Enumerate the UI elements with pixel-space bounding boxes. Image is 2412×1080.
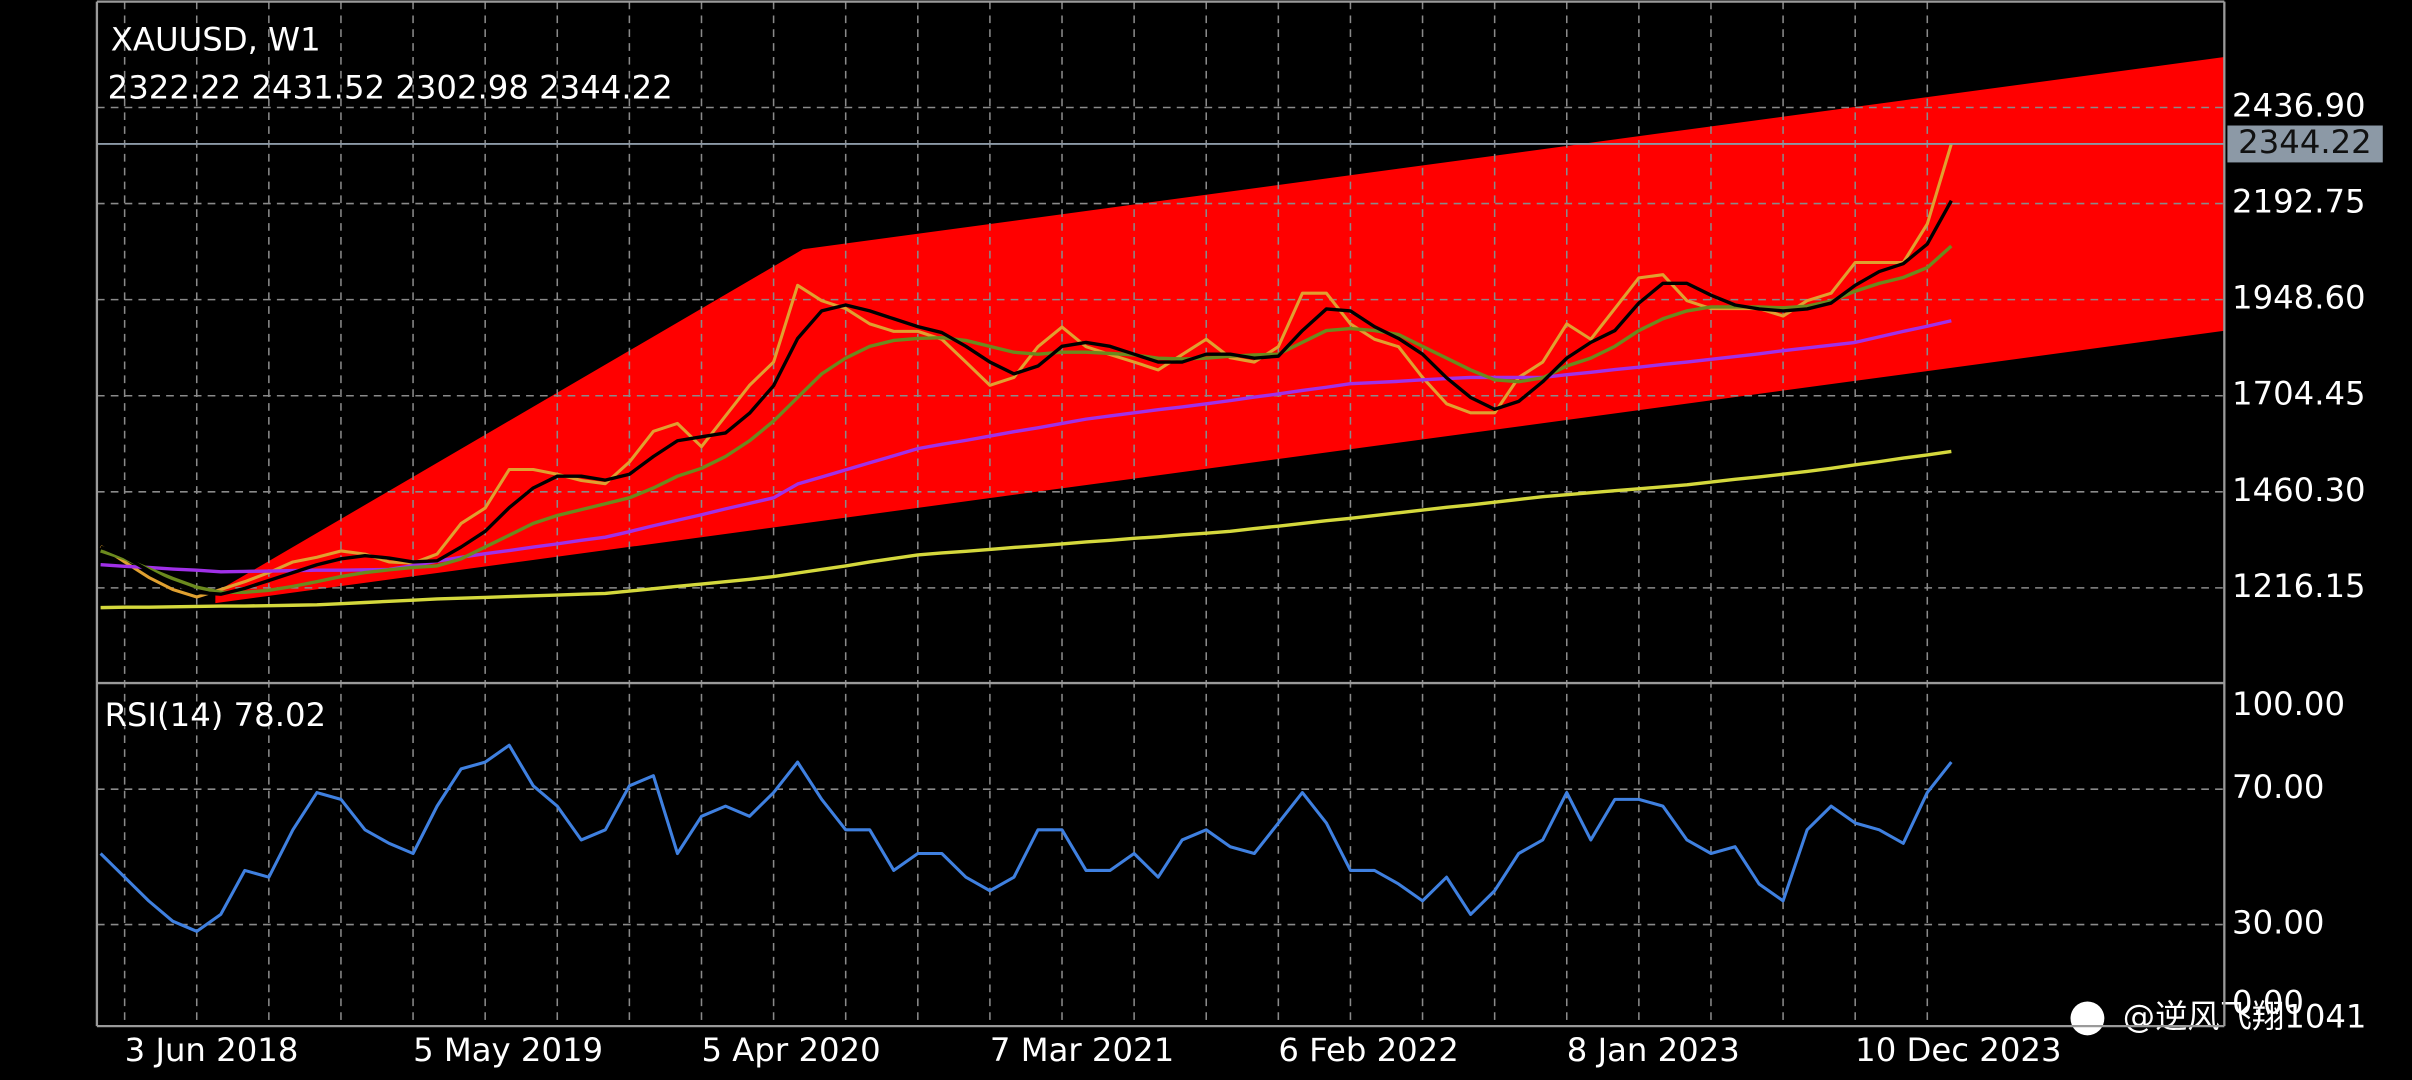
y-tick-label: 0.00 xyxy=(2232,984,2304,1022)
last-price-label: 2344.22 xyxy=(2238,123,2372,161)
last-price-box xyxy=(2227,125,2383,163)
y-tick-label: 1704.45 xyxy=(2232,375,2366,413)
y-tick-label: 1948.60 xyxy=(2232,279,2366,317)
x-tick-label: 5 Apr 2020 xyxy=(701,1031,880,1069)
series xyxy=(96,143,2225,933)
y-tick-label: 30.00 xyxy=(2232,904,2324,942)
regression-channel xyxy=(215,56,2225,604)
x-tick-label: 3 Jun 2018 xyxy=(125,1031,299,1069)
y-tick-label: 100.00 xyxy=(2232,685,2345,723)
y-tick-label: 2436.90 xyxy=(2232,87,2366,125)
watermark-icon xyxy=(2070,1001,2105,1036)
x-tick-label: 7 Mar 2021 xyxy=(990,1031,1174,1069)
series-line xyxy=(100,244,1953,594)
series-line xyxy=(100,449,1952,610)
series-line xyxy=(99,199,1953,596)
ohlc-text: 2322.22 2431.52 2302.98 2344.22 xyxy=(108,68,673,106)
y-tick-label: 1460.30 xyxy=(2232,471,2366,509)
y-tick-label: 1216.15 xyxy=(2232,567,2366,605)
rsi-title: RSI(14) 78.02 xyxy=(105,696,326,734)
watermark: @逆风飞翔1041 xyxy=(2123,997,2367,1035)
x-tick-label: 6 Feb 2022 xyxy=(1278,1031,1458,1069)
series-line xyxy=(99,743,1953,933)
chart-title: XAUUSD, W1 xyxy=(111,21,321,59)
y-tick-label: 70.00 xyxy=(2232,768,2324,806)
x-tick-label: 5 May 2019 xyxy=(413,1031,603,1069)
grid xyxy=(96,1,2225,1027)
labels: XAUUSD, W1 2322.22 2431.52 2302.98 2344.… xyxy=(105,21,2383,1069)
x-tick-label: 10 Dec 2023 xyxy=(1855,1031,2061,1069)
y-tick-label: 2192.75 xyxy=(2232,183,2366,221)
x-tick-label: 8 Jan 2023 xyxy=(1567,1031,1740,1069)
